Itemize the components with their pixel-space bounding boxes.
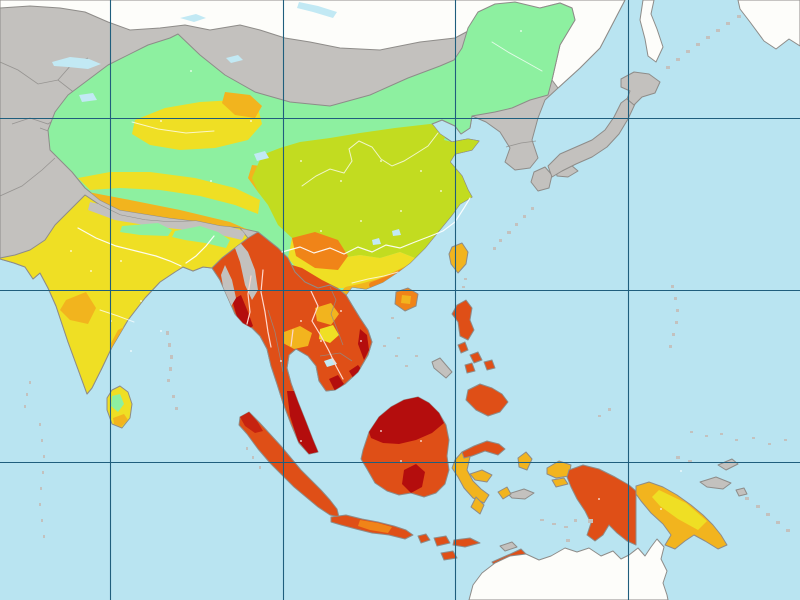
- region-srilanka-green: [111, 394, 124, 412]
- region-sakhalin: [639, 0, 664, 63]
- region-sulawesi-se: [470, 496, 485, 515]
- river-chao-phraya: [290, 329, 294, 347]
- region-malaysia: [287, 391, 318, 454]
- region-kamchatka: [737, 0, 800, 50]
- indochina-patches: [221, 240, 369, 454]
- region-png-yellow: [652, 490, 707, 530]
- region-sulawesi-north: [461, 440, 506, 459]
- region-mindanao: [465, 383, 509, 417]
- region-sado: [610, 126, 614, 129]
- region-tsushima: [525, 155, 528, 158]
- region-bhutan-green: [172, 226, 230, 248]
- river-godavari: [99, 309, 135, 323]
- region-hainan-center: [401, 295, 411, 304]
- region-halmahera: [517, 451, 533, 471]
- region-xinjiang-south: [78, 172, 260, 214]
- kuril-islands: [666, 15, 741, 69]
- region-aceh: [240, 412, 263, 433]
- korea-dmz-border: [505, 140, 537, 148]
- minor-island-chains: [24, 207, 790, 542]
- region-buru: [497, 486, 512, 500]
- region-sulawesi-east: [469, 469, 493, 483]
- region-thai-amber: [283, 326, 312, 349]
- region-hami: [222, 92, 262, 118]
- river-mekong: [310, 290, 344, 380]
- region-palawan: [431, 357, 453, 379]
- region-burma-mtn-2: [221, 265, 236, 308]
- river-irrawaddy: [246, 275, 252, 325]
- raster-speckles: [70, 30, 682, 510]
- river-tarim: [131, 121, 215, 134]
- region-nepal-green: [120, 223, 172, 236]
- region-java-orange: [358, 520, 392, 533]
- region-australia: [468, 538, 669, 600]
- sri-lanka: [106, 385, 133, 429]
- region-visayas-3: [464, 362, 476, 374]
- region-bomberai: [551, 477, 569, 488]
- region-india: [0, 194, 249, 395]
- region-wetar: [499, 541, 518, 552]
- region-china-plain: [252, 124, 479, 258]
- river-yangtze: [281, 197, 471, 255]
- river-brahmaputra: [185, 235, 215, 264]
- river-salween: [260, 269, 272, 348]
- region-vn-spot-2: [329, 375, 344, 391]
- river-yellow: [301, 132, 439, 187]
- philippines: [431, 299, 509, 417]
- sulawesi-maluku: [451, 440, 535, 515]
- region-new-ireland: [717, 458, 739, 471]
- region-seram: [507, 488, 535, 500]
- region-sumatra: [238, 411, 340, 518]
- region-mindoro: [457, 341, 469, 354]
- region-visayas-1: [469, 351, 483, 364]
- region-vn-coast-spot: [358, 329, 369, 360]
- borneo: [360, 396, 450, 498]
- new-guinea: [546, 458, 748, 550]
- region-hokkaido: [620, 71, 661, 106]
- rivers: [77, 41, 543, 380]
- region-borneo-south: [402, 464, 425, 493]
- region-india-west: [60, 292, 96, 324]
- japan: [525, 0, 800, 192]
- region-bougainville: [735, 487, 748, 497]
- region-new-britain: [699, 476, 732, 490]
- region-bali-lombok: [417, 533, 431, 544]
- region-laos-yellow: [319, 325, 339, 343]
- region-flores: [452, 537, 481, 548]
- region-sumbawa: [433, 535, 451, 547]
- river-songhua: [491, 41, 543, 72]
- region-russia: [0, 0, 626, 89]
- river-xi: [351, 271, 399, 284]
- region-sumba: [440, 550, 458, 561]
- region-srilanka-amber: [113, 414, 128, 427]
- region-papua-west: [566, 464, 637, 546]
- region-tarim: [132, 100, 262, 150]
- region-visayas-2: [483, 359, 496, 371]
- region-borneo-north: [369, 397, 444, 444]
- region-taiwan: [448, 242, 469, 274]
- river-ganges: [77, 227, 182, 267]
- region-kyushu: [530, 166, 553, 192]
- region-burma-mtn-1: [235, 240, 258, 300]
